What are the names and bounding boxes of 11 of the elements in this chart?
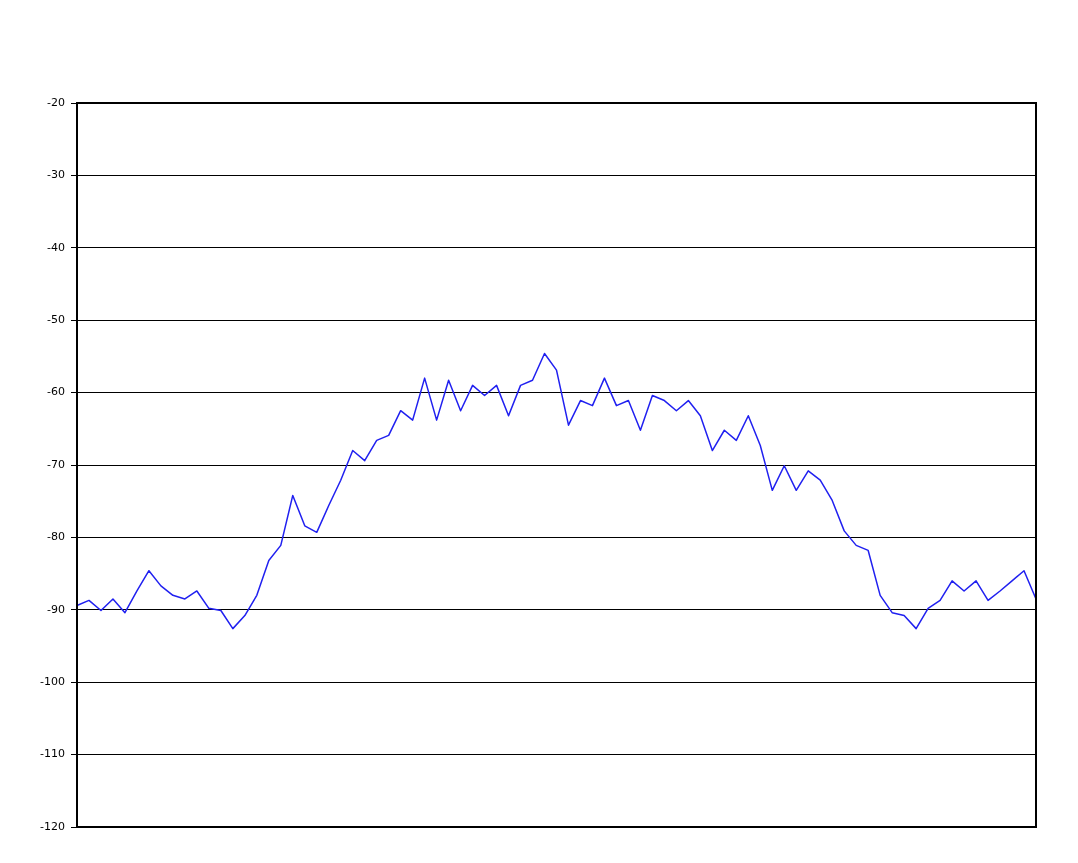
y-tick-label: -90 xyxy=(47,602,65,616)
y-tick-label: -50 xyxy=(47,313,65,327)
y-tick-label: -70 xyxy=(47,457,65,471)
y-tick-label: -30 xyxy=(47,168,65,182)
y-tick-label: -60 xyxy=(47,385,65,399)
y-tick-label: -20 xyxy=(47,95,65,109)
y-tick-label: -110 xyxy=(40,747,65,761)
y-tick-label: -80 xyxy=(47,530,65,544)
y-tick-label: -100 xyxy=(40,675,65,689)
y-tick-label: -120 xyxy=(40,819,65,833)
y-tick-label: -40 xyxy=(47,240,65,254)
